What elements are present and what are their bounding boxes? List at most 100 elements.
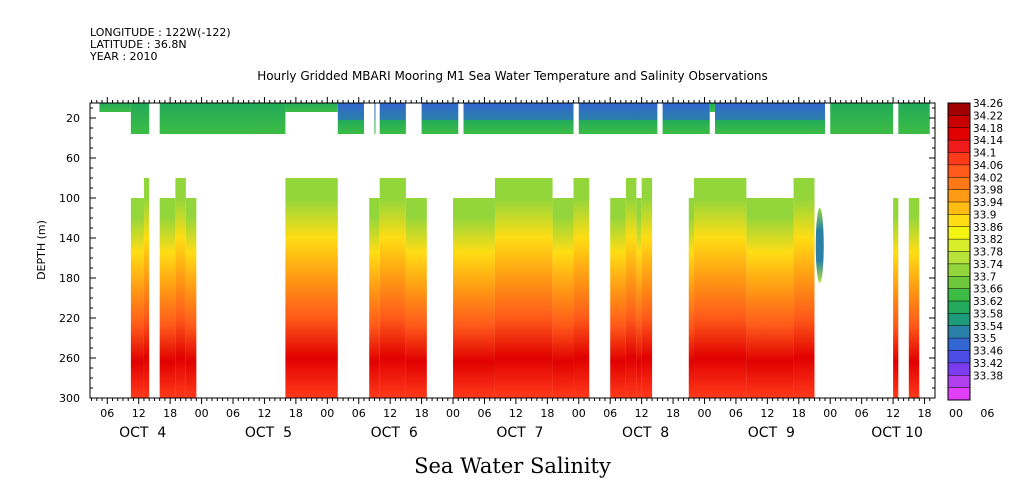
x-hour-label: 18 bbox=[289, 407, 303, 420]
colorbar-label: 33.94 bbox=[973, 197, 1003, 209]
colorbar-swatch bbox=[948, 350, 970, 364]
surface-band-segment-6 bbox=[463, 103, 574, 120]
deep-segment-22 bbox=[908, 198, 920, 398]
x-hour-label: 18 bbox=[918, 407, 932, 420]
x-hour-label: 06 bbox=[100, 407, 114, 420]
colorbar-swatch bbox=[948, 140, 970, 153]
deep-segment-12 bbox=[573, 178, 590, 398]
deep-segment-4 bbox=[185, 198, 197, 398]
surface-upper-only-1 bbox=[285, 103, 338, 112]
colorbar-swatch bbox=[948, 214, 970, 228]
colorbar-swatch bbox=[948, 362, 970, 376]
colorbar-swatch bbox=[948, 103, 970, 116]
colorbar-label: 33.7 bbox=[973, 271, 996, 283]
deep-segment-7 bbox=[379, 178, 406, 398]
colorbar-label: 33.54 bbox=[973, 321, 1003, 333]
x-hour-label: 12 bbox=[257, 407, 271, 420]
surface-band-segment-9 bbox=[714, 103, 825, 120]
x-hour-label: 18 bbox=[540, 407, 554, 420]
colorbar-label: 34.26 bbox=[973, 98, 1003, 110]
x-hour-label: 06 bbox=[603, 407, 617, 420]
surface-lower-segment-7 bbox=[578, 120, 658, 134]
colorbar-swatch bbox=[948, 288, 970, 302]
deep-segment-0 bbox=[130, 198, 144, 398]
surface-lower-segment-8 bbox=[662, 120, 710, 134]
axis-layer: 20 60 100 140 180 220 260 300 06 12 18 00 06 12 18 00 06… bbox=[59, 97, 994, 441]
deep-segment-3 bbox=[175, 178, 186, 398]
y-axis-label: DEPTH (m) bbox=[35, 220, 48, 280]
surface-lower-segment-5 bbox=[421, 120, 459, 134]
y-tick-label: 260 bbox=[59, 352, 80, 365]
deep-segment-16 bbox=[641, 178, 653, 398]
deep-segment-19 bbox=[746, 198, 794, 398]
y-tick-label: 140 bbox=[59, 232, 80, 245]
colorbar-swatch bbox=[948, 239, 970, 252]
x-hour-label: 18 bbox=[415, 407, 429, 420]
x-hour-label: 00 bbox=[320, 407, 334, 420]
y-tick-label: 100 bbox=[59, 192, 80, 205]
colorbar-swatch bbox=[948, 338, 970, 351]
deep-segment-15 bbox=[636, 198, 642, 398]
plot-layer bbox=[99, 103, 930, 398]
deep-segment-13 bbox=[610, 198, 626, 398]
x-hour-label: 00 bbox=[572, 407, 586, 420]
colorbar-label: 33.46 bbox=[973, 346, 1003, 358]
colorbar-label: 33.62 bbox=[973, 296, 1003, 308]
y-tick-label: 180 bbox=[59, 272, 80, 285]
longitude-label: LONGITUDE : 122W(-122) bbox=[90, 26, 231, 39]
surface-band-segment-3 bbox=[374, 103, 376, 120]
x-hour-label: 06 bbox=[980, 407, 994, 420]
colorbar-swatch bbox=[948, 263, 970, 277]
colorbar-label: 33.42 bbox=[973, 358, 1003, 370]
colorbar-label: 33.98 bbox=[973, 185, 1003, 197]
surface-upper-only-0 bbox=[99, 103, 131, 112]
x-day-label: OCT 7 bbox=[496, 425, 543, 441]
x-hour-label: 06 bbox=[477, 407, 491, 420]
surface-lower-segment-9 bbox=[714, 120, 825, 134]
x-hour-label: 12 bbox=[383, 407, 397, 420]
x-hour-label: 00 bbox=[949, 407, 963, 420]
x-hour-label: 12 bbox=[760, 407, 774, 420]
surface-band-segment-0 bbox=[130, 103, 150, 134]
x-hour-label: 18 bbox=[666, 407, 680, 420]
colorbar-label: 33.58 bbox=[973, 308, 1003, 320]
deep-segment-18 bbox=[694, 178, 747, 398]
surface-band-segment-8 bbox=[662, 103, 710, 120]
colorbar-swatch bbox=[948, 325, 970, 339]
x-hour-label: 12 bbox=[132, 407, 146, 420]
latitude-label: LATITUDE : 36.8N bbox=[90, 38, 187, 51]
surface-lower-segment-4 bbox=[379, 120, 406, 134]
colorbar-label: 33.78 bbox=[973, 247, 1003, 259]
deep-segment-20 bbox=[793, 178, 815, 398]
x-hour-label: 12 bbox=[886, 407, 900, 420]
x-day-label: OCT 6 bbox=[371, 425, 418, 441]
colorbar-label: 33.66 bbox=[973, 284, 1003, 296]
colorbar-swatch bbox=[948, 387, 970, 401]
colorbar-label: 34.14 bbox=[973, 135, 1003, 147]
colorbar-label: 33.86 bbox=[973, 222, 1003, 234]
y-tick-label: 20 bbox=[66, 112, 80, 125]
surface-band-segment-4 bbox=[379, 103, 406, 120]
deep-segment-21 bbox=[893, 198, 899, 398]
x-hour-label: 00 bbox=[446, 407, 460, 420]
colorbar-swatch bbox=[948, 115, 970, 129]
colorbar-swatch bbox=[948, 127, 970, 141]
colorbar-label: 33.38 bbox=[973, 370, 1003, 382]
colorbar-label: 33.74 bbox=[973, 259, 1003, 271]
x-hour-label: 06 bbox=[729, 407, 743, 420]
colorbar-swatch bbox=[948, 251, 970, 265]
y-tick-label: 60 bbox=[66, 152, 80, 165]
colorbar-label: 33.9 bbox=[973, 209, 996, 221]
colorbar-label: 34.1 bbox=[973, 148, 996, 160]
colorbar-label: 33.82 bbox=[973, 234, 1003, 246]
x-day-label: OCT 4 bbox=[119, 425, 166, 441]
x-day-label: OCT 8 bbox=[622, 425, 669, 441]
colorbar-swatch bbox=[948, 164, 970, 178]
surface-band-segment-2 bbox=[337, 103, 364, 120]
x-hour-label: 18 bbox=[792, 407, 806, 420]
colorbar-label: 34.02 bbox=[973, 172, 1003, 184]
x-hour-label: 00 bbox=[823, 407, 837, 420]
x-hour-label: 00 bbox=[195, 407, 209, 420]
x-day-label: OCT 9 bbox=[748, 425, 795, 441]
colorbar-swatch bbox=[948, 276, 970, 289]
